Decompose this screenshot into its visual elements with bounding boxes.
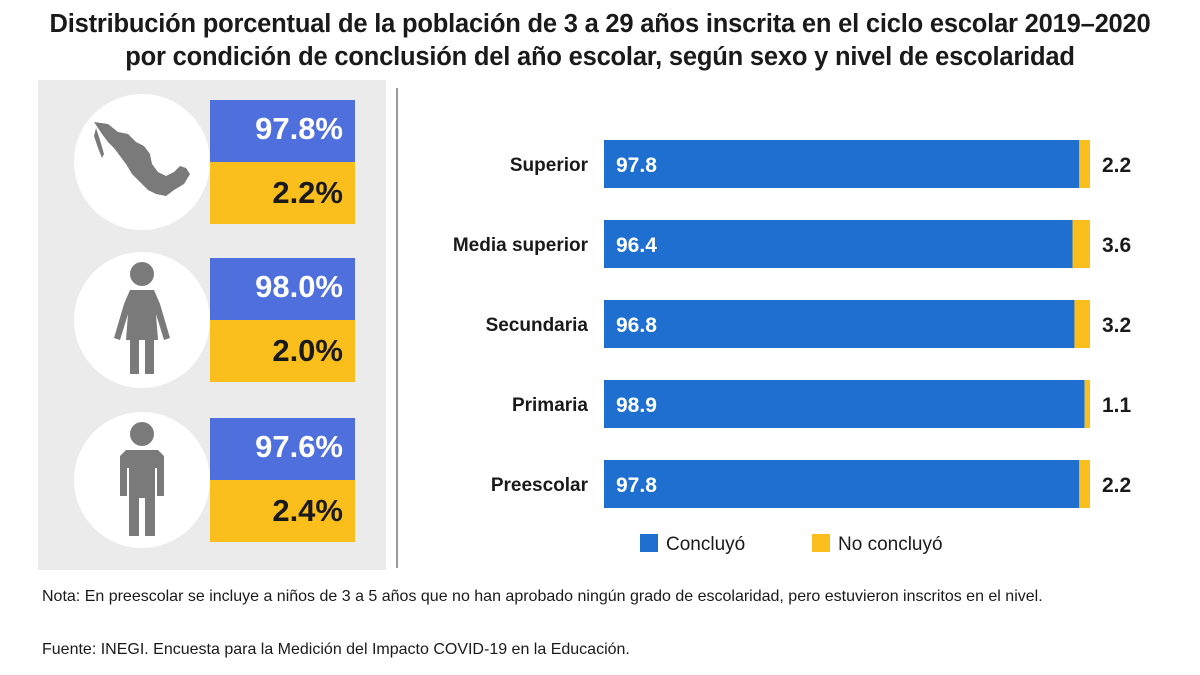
- footnote: Nota: En preescolar se incluye a niños d…: [42, 588, 1043, 605]
- bar-concluyo: [604, 460, 1080, 508]
- bars-layer: Superior 97.8 2.2 Media superior 96.4 3.6 Secu…: [453, 140, 1132, 508]
- category-label: Primaria: [512, 395, 588, 416]
- concluyo-percent: 98.0%: [255, 269, 343, 304]
- chart-legend: Concluyó No concluyó: [640, 534, 943, 555]
- value-label-no-concluyo: 2.2: [1102, 474, 1131, 497]
- vertical-divider: [396, 88, 398, 568]
- bar-concluyo: [604, 220, 1073, 268]
- value-label-concluyo: 96.4: [616, 234, 657, 257]
- value-label-no-concluyo: 1.1: [1102, 394, 1132, 417]
- summary-men: 97.6% 2.4%: [38, 406, 386, 556]
- concluyo-box: 98.0%: [210, 258, 355, 320]
- mexico-map-icon: [94, 122, 190, 196]
- title-line-1: Distribución porcentual de la población …: [49, 10, 1151, 38]
- value-label-concluyo: 97.8: [616, 154, 657, 177]
- category-label: Secundaria: [486, 315, 589, 336]
- woman-icon: [114, 262, 170, 374]
- value-label-concluyo: 97.8: [616, 474, 657, 497]
- chart-title: Distribución porcentual de la población …: [0, 8, 1200, 74]
- bar-concluyo: [604, 300, 1075, 348]
- man-icon: [120, 422, 164, 536]
- value-label-no-concluyo: 3.2: [1102, 314, 1131, 337]
- bar-concluyo: [604, 380, 1085, 428]
- title-line-2: por condición de conclusión del año esco…: [125, 43, 1075, 71]
- concluyo-box: 97.8%: [210, 100, 355, 162]
- concluyo-box: 97.6%: [210, 418, 355, 480]
- value-label-no-concluyo: 3.6: [1102, 234, 1131, 257]
- bar-no-concluyo: [1079, 140, 1090, 188]
- no-concluyo-box: 2.0%: [210, 320, 355, 382]
- summary-panel: 97.8% 2.2% 98.0% 2.0% 97.6%: [38, 80, 386, 570]
- category-label: Preescolar: [491, 475, 589, 496]
- bar-no-concluyo: [1072, 220, 1090, 268]
- bar-no-concluyo: [1084, 380, 1090, 428]
- value-label-no-concluyo: 2.2: [1102, 154, 1131, 177]
- no-concluyo-box: 2.4%: [210, 480, 355, 542]
- bar-concluyo: [604, 140, 1080, 188]
- education-bar-chart: Superior 97.8 2.2 Media superior 96.4 3.6 Secu…: [453, 140, 1132, 555]
- source-line: Fuente: INEGI. Encuesta para la Medición…: [42, 641, 630, 658]
- no-concluyo-box: 2.2%: [210, 162, 355, 224]
- value-label-concluyo: 98.9: [616, 394, 657, 417]
- value-label-concluyo: 96.8: [616, 314, 657, 337]
- bar-no-concluyo: [1074, 300, 1090, 348]
- legend-label-no-concluyo: No concluyó: [838, 534, 943, 555]
- summary-women: 98.0% 2.0%: [38, 246, 386, 396]
- legend-swatch-concluyo: [640, 534, 658, 552]
- no-concluyo-percent: 2.0%: [272, 333, 343, 368]
- no-concluyo-percent: 2.4%: [272, 493, 343, 528]
- no-concluyo-percent: 2.2%: [272, 175, 343, 210]
- category-label: Superior: [510, 155, 589, 176]
- concluyo-percent: 97.8%: [255, 111, 343, 146]
- summary-total: 97.8% 2.2%: [38, 88, 386, 238]
- legend-swatch-no-concluyo: [812, 534, 830, 552]
- concluyo-percent: 97.6%: [255, 429, 343, 464]
- legend-label-concluyo: Concluyó: [666, 534, 745, 555]
- bar-no-concluyo: [1079, 460, 1090, 508]
- category-label: Media superior: [453, 235, 589, 256]
